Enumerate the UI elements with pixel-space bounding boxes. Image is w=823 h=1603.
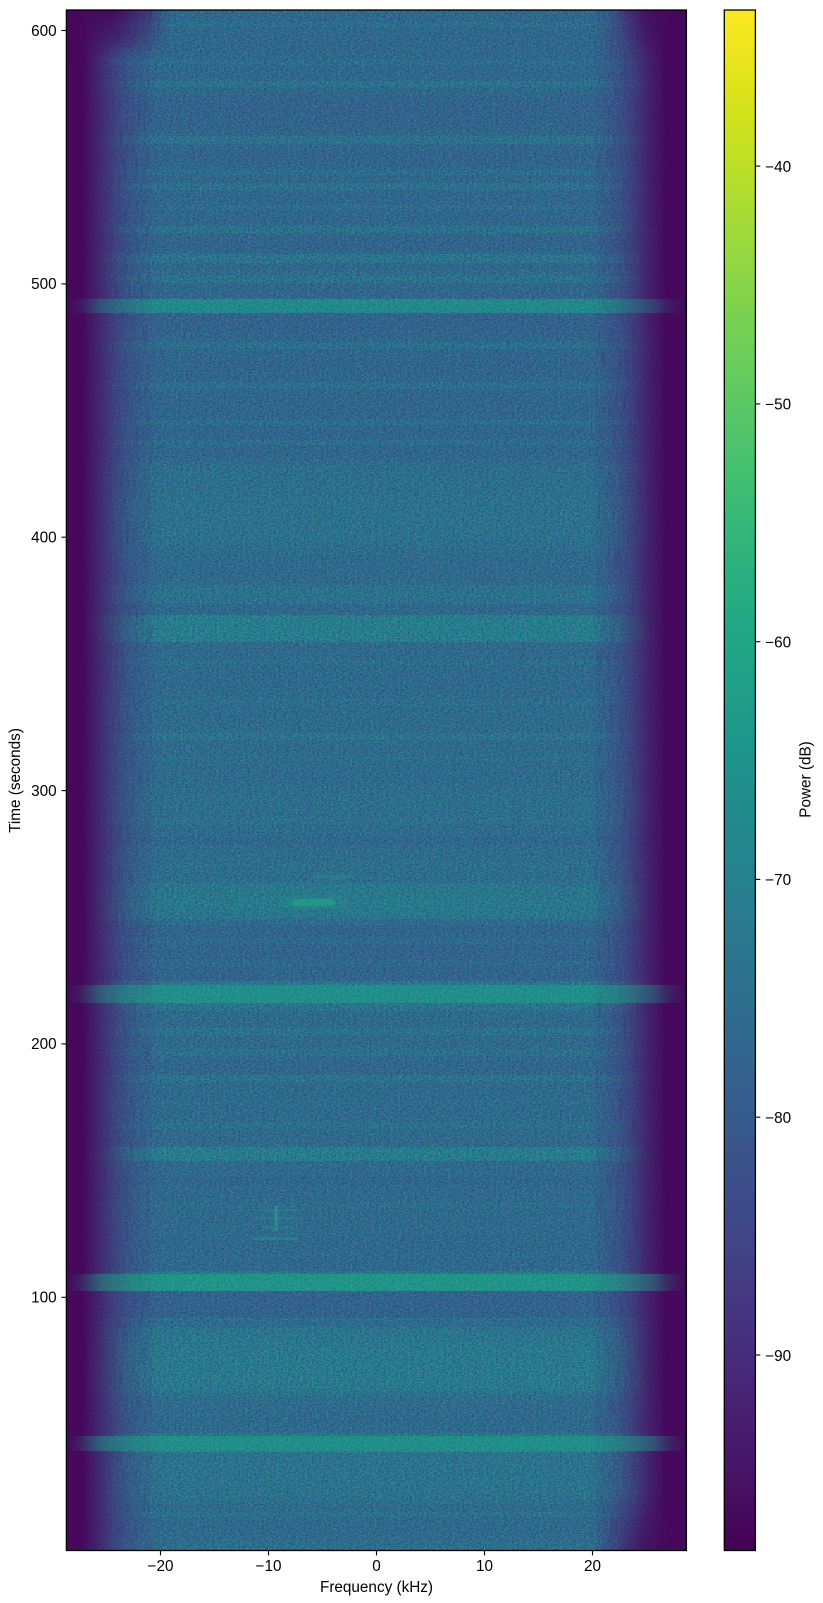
svg-text:Power (dB): Power (dB) [798, 741, 815, 818]
svg-text:400: 400 [31, 530, 57, 547]
svg-text:10: 10 [476, 1558, 493, 1575]
svg-text:−20: −20 [148, 1558, 174, 1575]
svg-text:20: 20 [584, 1558, 601, 1575]
svg-text:0: 0 [372, 1558, 381, 1575]
svg-text:−50: −50 [765, 397, 791, 414]
svg-text:−10: −10 [256, 1558, 282, 1575]
svg-text:300: 300 [31, 783, 57, 800]
svg-text:500: 500 [31, 276, 57, 293]
svg-text:−90: −90 [765, 1348, 791, 1365]
svg-text:−40: −40 [765, 159, 791, 176]
svg-text:100: 100 [31, 1290, 57, 1307]
svg-text:−80: −80 [765, 1110, 791, 1127]
svg-text:600: 600 [31, 23, 57, 40]
svg-text:−60: −60 [765, 635, 791, 652]
svg-text:Frequency (kHz): Frequency (kHz) [320, 1579, 433, 1596]
svg-text:−70: −70 [765, 872, 791, 889]
svg-text:200: 200 [31, 1036, 57, 1053]
svg-text:Time (seconds): Time (seconds) [7, 728, 24, 833]
